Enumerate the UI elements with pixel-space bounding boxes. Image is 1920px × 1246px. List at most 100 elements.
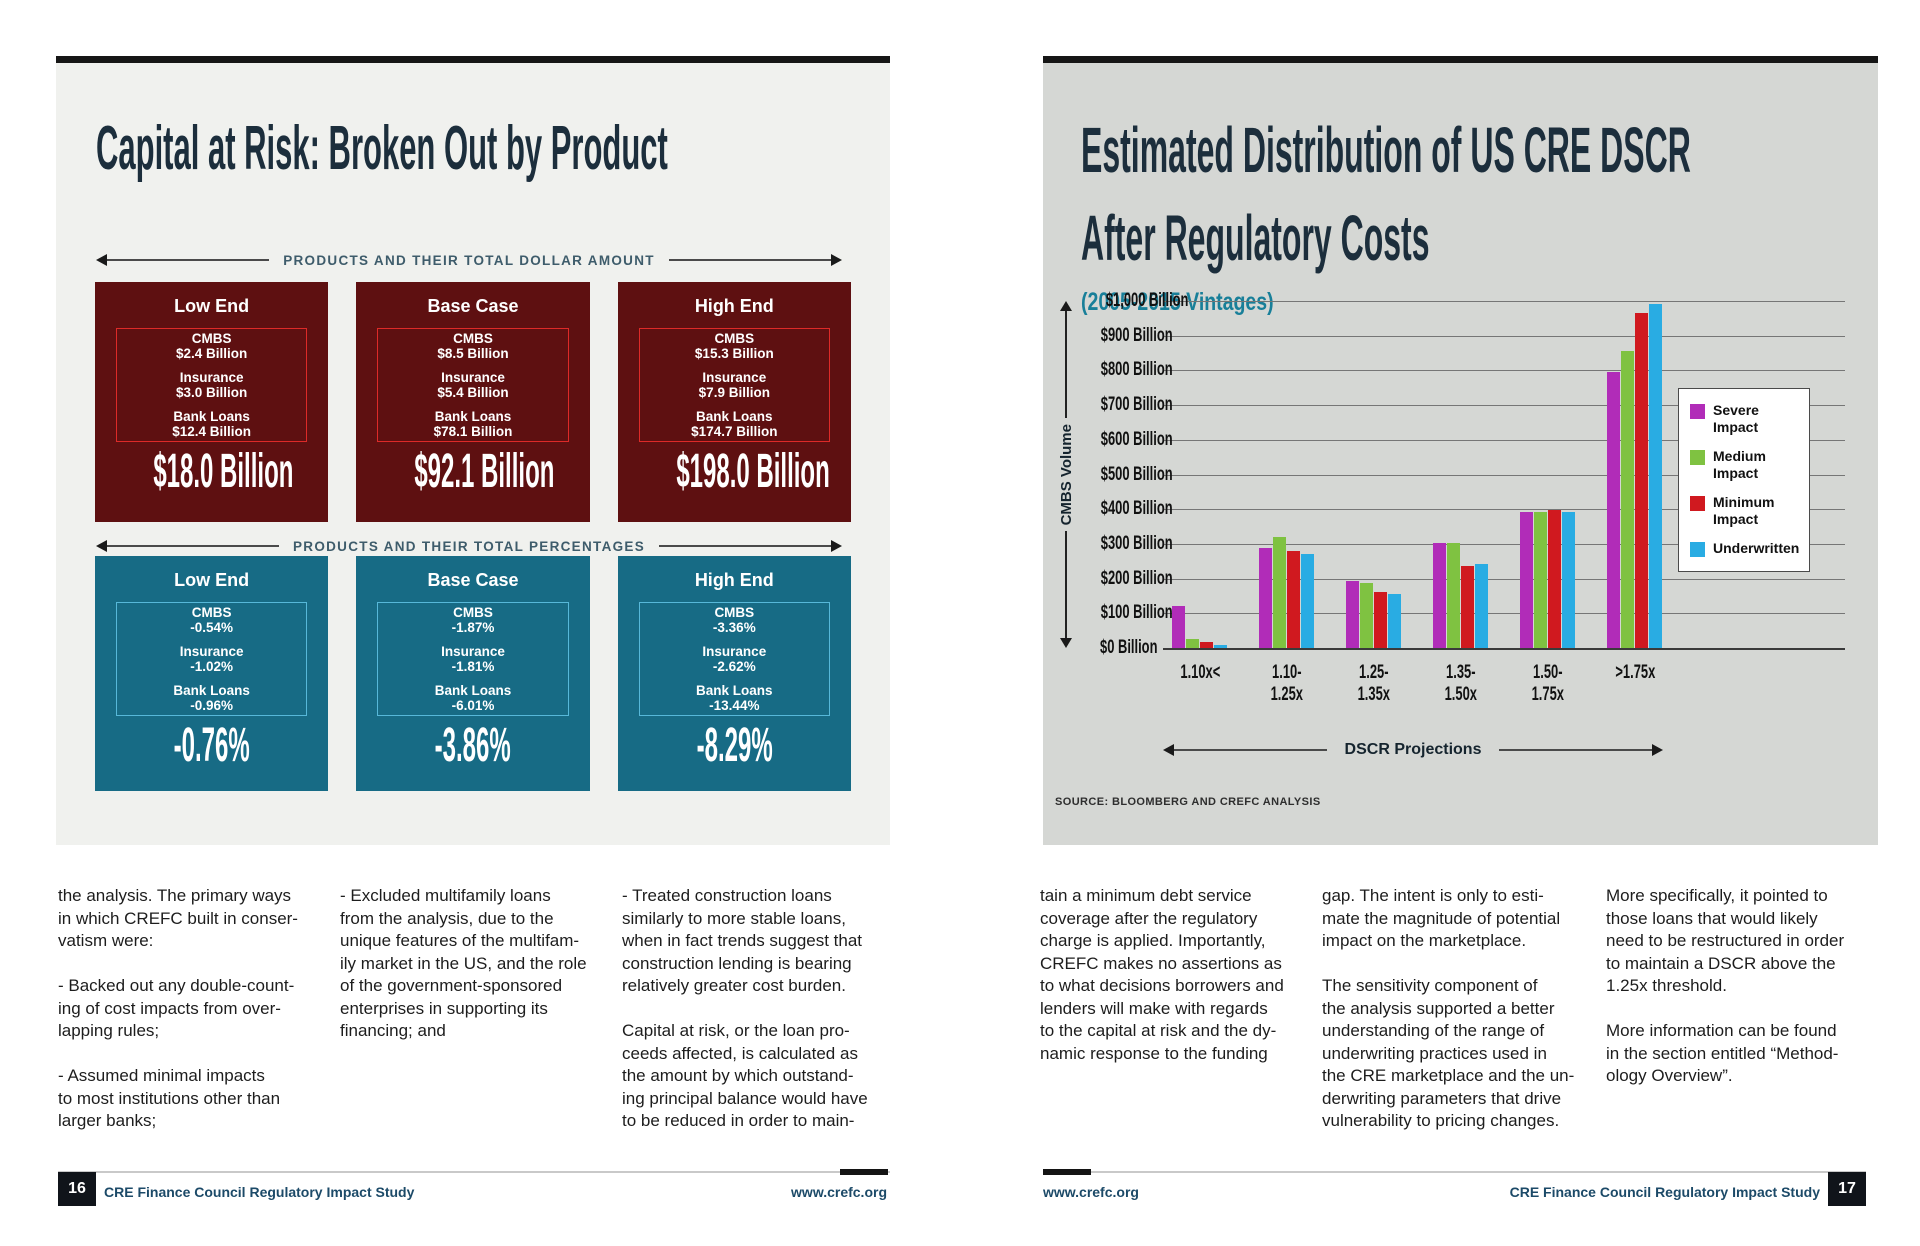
y-tick-label: $900 Billion	[1067, 325, 1173, 347]
product-box-total: $198.0 Billion	[675, 445, 830, 498]
y-tick-label: $500 Billion	[1067, 464, 1173, 486]
chart-legend: Severe Impact Medium Impact Minimum Impact…	[1678, 388, 1810, 572]
product-box-total: -8.29%	[696, 719, 773, 772]
bar-underwritten-6	[1649, 304, 1662, 648]
bar-medium-impact-6	[1621, 351, 1634, 648]
legend-swatch-icon	[1690, 450, 1705, 465]
axis-line	[1174, 749, 1327, 751]
footer-rule	[58, 1169, 890, 1175]
footer-study-title: CRE Finance Council Regulatory Impact St…	[1509, 1184, 1820, 1200]
gridline	[1163, 301, 1845, 302]
x-tick-label: 1.50- 1.75x	[1503, 662, 1593, 706]
product-box-total: $18.0 Billion	[153, 445, 294, 498]
y-tick-text: $100 Billion	[1100, 602, 1173, 624]
product-item: Insurance -1.02%	[179, 643, 244, 675]
y-tick-text: $1,000 Billion	[1105, 290, 1189, 311]
chart-title: Estimated Distribution of US CRE DSCR Af…	[1081, 106, 1920, 282]
product-box-total: $92.1 Billion	[414, 445, 555, 498]
x-tick-text: >1.75x	[1615, 662, 1655, 683]
page-number-16: 16	[58, 1172, 96, 1206]
x-tick-text: 1.10- 1.25x	[1270, 662, 1304, 705]
bar-severe-impact-2	[1259, 548, 1272, 648]
bar-severe-impact-4	[1433, 542, 1446, 648]
bar-medium-impact-4	[1447, 542, 1460, 648]
arrow-right-icon	[1652, 744, 1664, 756]
divider	[107, 259, 270, 261]
arrow-up-icon	[1060, 301, 1072, 311]
product-item: Insurance -1.81%	[441, 643, 505, 675]
divider	[659, 545, 832, 547]
bar-medium-impact-1	[1186, 638, 1199, 648]
bar-underwritten-1	[1214, 645, 1227, 648]
dollar-amount-boxes: Low End CMBS $2.4 Billion Insurance $3.0 Bil…	[95, 282, 851, 522]
gridline	[1163, 613, 1845, 615]
product-item: Bank Loans $78.1 Billion	[433, 408, 513, 440]
axis-line	[1065, 531, 1067, 638]
product-box-header: Base Case	[427, 296, 519, 316]
footer-rule-cap	[1043, 1169, 1091, 1175]
product-box-high-end: High End CMBS -3.36% Insurance -2.62% Bank Lo…	[617, 556, 851, 791]
divider	[107, 545, 279, 547]
y-tick-text: $200 Billion	[1100, 567, 1173, 589]
footer-url: www.crefc.org	[791, 1184, 887, 1200]
bar-severe-impact-5	[1520, 511, 1533, 648]
product-box-high-end: High End CMBS $15.3 Billion Insurance $7.9 B…	[617, 282, 851, 522]
legend-item: Severe Impact	[1690, 402, 1805, 436]
product-item: CMBS $2.4 Billion	[176, 330, 248, 362]
body-column: gap. The intent is only to esti- mate th…	[1322, 886, 1575, 1130]
left-page-title: Capital at Risk: Broken Out by Product	[96, 114, 1240, 184]
legend-swatch-icon	[1690, 542, 1705, 557]
legend-label: Underwritten	[1713, 540, 1800, 556]
y-tick-text: $800 Billion	[1100, 359, 1173, 381]
product-item: CMBS $8.5 Billion	[437, 330, 509, 362]
product-box-items: CMBS -0.54% Insurance -1.02% Bank Loans -0.96…	[116, 602, 308, 716]
bar-underwritten-2	[1301, 553, 1314, 648]
chart-subtitle-text: (2005-2015 Vintages)	[1081, 288, 1274, 316]
bar-medium-impact-2	[1273, 536, 1286, 648]
product-item: Bank Loans $12.4 Billion	[172, 408, 252, 440]
chart-title-line1: Estimated Distribution of US CRE DSCR	[1081, 114, 1691, 186]
legend-item: Minimum Impact	[1690, 494, 1805, 528]
product-box-header: Low End	[174, 570, 250, 590]
product-item: Insurance $7.9 Billion	[698, 369, 770, 401]
y-tick-text: $400 Billion	[1100, 498, 1173, 520]
left-page-panel: Capital at Risk: Broken Out by Product P…	[56, 56, 890, 845]
y-tick-label: $200 Billion	[1067, 568, 1173, 590]
product-item: Insurance -2.62%	[702, 643, 767, 675]
bar-minimum-impact-5	[1548, 509, 1561, 648]
axis-line	[1499, 749, 1653, 751]
product-box-header: High End	[694, 296, 774, 316]
gridline	[1163, 543, 1845, 545]
product-item: CMBS $15.3 Billion	[694, 330, 774, 362]
y-tick-text: $600 Billion	[1100, 428, 1173, 450]
x-tick-text: 1.35- 1.50x	[1444, 662, 1478, 705]
arrow-left-icon	[96, 254, 107, 266]
legend-item: Underwritten	[1690, 540, 1805, 557]
body-column: tain a minimum debt service coverage aft…	[1040, 886, 1284, 1063]
footer-url: www.crefc.org	[1043, 1184, 1139, 1200]
chart-title-line2: After Regulatory Costs	[1081, 202, 1430, 274]
y-tick-label: $300 Billion	[1067, 533, 1173, 555]
product-item: Insurance $5.4 Billion	[437, 369, 509, 401]
product-item: Bank Loans -0.96%	[173, 682, 250, 714]
arrow-left-icon	[96, 540, 107, 552]
product-item: Bank Loans -6.01%	[434, 682, 512, 714]
product-box-items: CMBS -3.36% Insurance -2.62% Bank Loans -13.4…	[638, 602, 830, 716]
x-tick-label: 1.35- 1.50x	[1416, 662, 1506, 706]
product-box-total: -3.86%	[434, 719, 512, 772]
footer-rule	[1043, 1169, 1866, 1175]
product-box-header: High End	[694, 570, 774, 590]
footer-rule-cap	[840, 1169, 888, 1175]
gridline	[1163, 578, 1845, 580]
bar-underwritten-5	[1562, 511, 1575, 648]
gridline	[1163, 335, 1845, 337]
divider	[668, 259, 832, 261]
bar-medium-impact-3	[1360, 583, 1373, 648]
body-column: the analysis. The primary ways in which …	[58, 886, 298, 1130]
y-tick-label: $700 Billion	[1067, 394, 1173, 416]
x-tick-text: 1.10x<	[1180, 662, 1220, 683]
y-tick-text: $0 Billion	[1099, 637, 1157, 658]
y-tick-label: $100 Billion	[1067, 602, 1173, 624]
x-tick-label: >1.75x	[1590, 662, 1680, 684]
